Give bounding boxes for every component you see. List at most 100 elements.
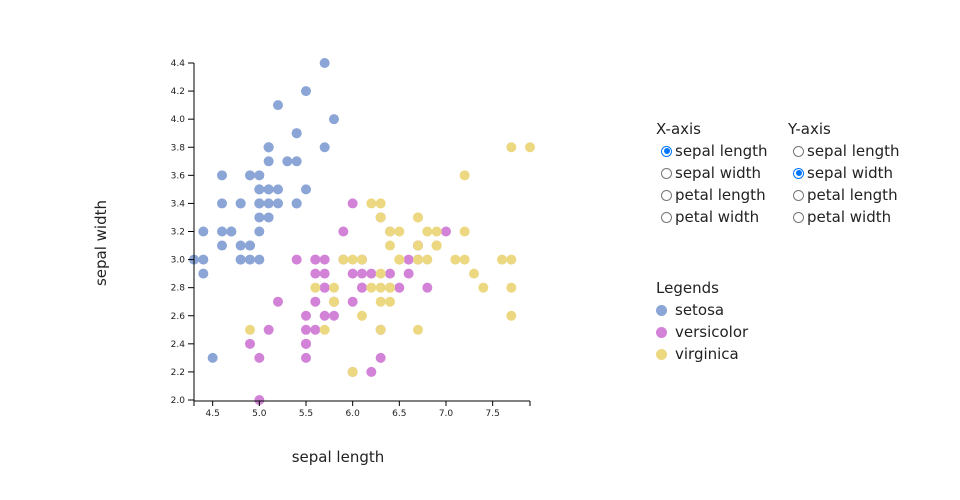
point-setosa	[245, 240, 255, 251]
point-virginica	[413, 324, 423, 335]
point-setosa	[245, 170, 255, 181]
point-versicolor	[394, 282, 405, 293]
point-virginica	[506, 310, 517, 321]
point-virginica	[375, 282, 386, 293]
point-virginica	[366, 282, 377, 293]
y-axis-option-petal-length[interactable]: petal length	[788, 184, 900, 206]
legend: Legends setosa versicolor virginica	[656, 278, 748, 365]
x-axis-option-petal-width[interactable]: petal width	[656, 206, 768, 228]
x-axis-option-sepal-width[interactable]: sepal width	[656, 162, 768, 184]
point-virginica	[394, 254, 405, 265]
point-setosa	[217, 198, 227, 209]
point-setosa	[226, 226, 237, 237]
point-versicolor	[347, 296, 358, 307]
legend-label: setosa	[675, 301, 725, 319]
point-versicolor	[329, 310, 339, 321]
point-versicolor	[338, 226, 349, 237]
point-virginica	[422, 254, 433, 265]
x-axis-option-sepal-length[interactable]: sepal length	[656, 140, 768, 162]
point-virginica	[357, 310, 367, 321]
point-setosa	[254, 254, 265, 265]
radio-button[interactable]	[793, 189, 804, 201]
y-tick-label: 2.8	[171, 284, 186, 294]
radio-button[interactable]	[793, 167, 804, 179]
point-virginica	[413, 254, 423, 265]
legend-swatch	[656, 348, 667, 360]
point-setosa	[263, 198, 274, 209]
point-setosa	[254, 170, 265, 181]
point-virginica	[375, 268, 386, 279]
option-label: petal width	[807, 208, 892, 226]
x-tick-label: 6.5	[392, 409, 406, 419]
radio-button[interactable]	[661, 145, 672, 157]
point-virginica	[459, 226, 470, 237]
point-versicolor	[310, 254, 321, 265]
point-setosa	[263, 212, 274, 223]
point-setosa	[254, 184, 265, 195]
point-versicolor	[319, 254, 330, 265]
option-label: petal length	[675, 186, 766, 204]
point-virginica	[431, 240, 442, 251]
point-setosa	[198, 268, 209, 279]
radio-button[interactable]	[661, 167, 672, 179]
x-tick-label: 6.0	[346, 409, 361, 419]
legend-item-versicolor: versicolor	[656, 321, 748, 343]
point-versicolor	[366, 268, 377, 279]
point-setosa	[263, 142, 274, 153]
point-virginica	[478, 282, 489, 293]
x-axis-option-petal-length[interactable]: petal length	[656, 184, 768, 206]
y-axis-option-sepal-width[interactable]: sepal width	[788, 162, 900, 184]
point-virginica	[385, 296, 395, 307]
point-setosa	[291, 156, 302, 167]
radio-button[interactable]	[793, 211, 804, 223]
point-virginica	[385, 240, 395, 251]
point-virginica	[385, 226, 395, 237]
point-setosa	[319, 58, 330, 68]
option-label: petal length	[807, 186, 898, 204]
point-versicolor	[310, 296, 321, 307]
y-tick-label: 3.2	[171, 228, 185, 238]
point-setosa	[301, 86, 311, 97]
y-tick-label: 3.8	[171, 143, 186, 153]
y-axis-option-petal-width[interactable]: petal width	[788, 206, 900, 228]
y-tick-label: 3.4	[171, 199, 186, 209]
point-virginica	[506, 142, 517, 153]
point-setosa	[235, 240, 246, 251]
y-axis-title: sepal width	[92, 199, 110, 287]
points-layer	[189, 58, 535, 405]
point-virginica	[413, 240, 423, 251]
point-virginica	[375, 324, 386, 335]
point-setosa	[254, 198, 265, 209]
option-label: sepal width	[675, 164, 762, 182]
point-versicolor	[273, 296, 283, 307]
point-versicolor	[347, 268, 358, 279]
legend-label: versicolor	[675, 323, 749, 341]
point-versicolor	[347, 198, 358, 209]
x-tick-label: 7.5	[486, 409, 500, 419]
y-tick-label: 4.0	[171, 115, 186, 125]
point-versicolor	[319, 268, 330, 279]
radio-button[interactable]	[661, 211, 672, 223]
point-versicolor	[375, 352, 386, 363]
point-setosa	[217, 240, 227, 251]
legend-swatch	[656, 304, 667, 316]
point-setosa	[235, 198, 246, 209]
x-axis-title: sepal length	[291, 448, 385, 466]
point-setosa	[273, 198, 283, 209]
point-versicolor	[357, 268, 367, 279]
point-setosa	[329, 114, 339, 125]
point-versicolor	[254, 395, 265, 405]
point-virginica	[450, 254, 461, 265]
x-axis: 4.5 5.0 5.5 6.0 6.5 7.0 7.5	[193, 400, 531, 419]
y-axis-option-sepal-length[interactable]: sepal length	[788, 140, 900, 162]
point-setosa	[254, 226, 265, 237]
radio-button[interactable]	[793, 145, 804, 157]
point-virginica	[329, 296, 339, 307]
y-axis-selector-title: Y-axis	[788, 120, 831, 138]
point-virginica	[525, 142, 535, 153]
point-versicolor	[245, 338, 255, 349]
point-setosa	[319, 142, 330, 153]
point-virginica	[385, 282, 395, 293]
radio-button[interactable]	[661, 189, 672, 201]
